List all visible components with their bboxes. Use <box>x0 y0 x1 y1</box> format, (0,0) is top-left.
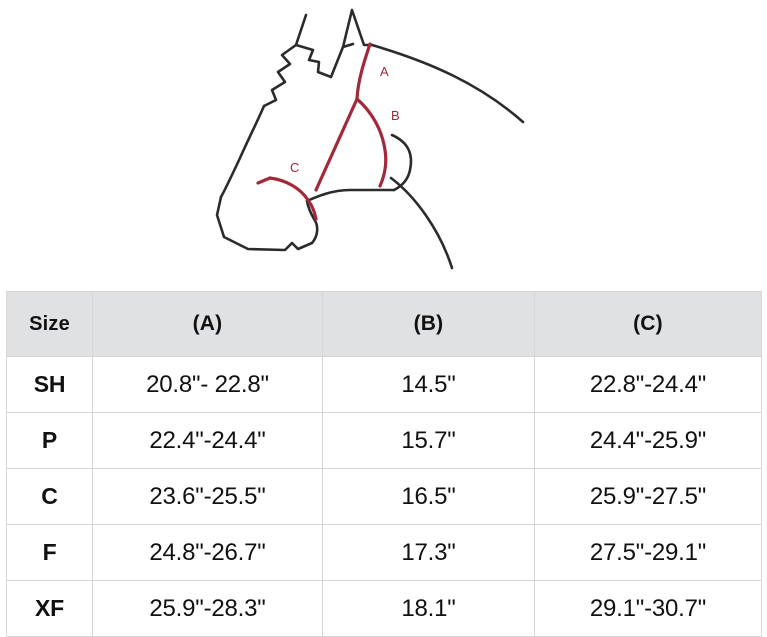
cell-b: 16.5" <box>322 468 535 525</box>
horse-left-ear-outline <box>294 13 355 79</box>
horse-jaw-line <box>305 188 396 203</box>
size-chart-table: Size (A) (B) (C) SH 20.8"- 22.8" 14.5" 2… <box>6 291 762 637</box>
horse-neck-crest-line <box>370 43 525 124</box>
cell-size: P <box>6 412 93 469</box>
column-header-b: (B) <box>322 291 535 357</box>
cell-a: 23.6"-25.5" <box>92 468 323 525</box>
measure-line-b <box>355 97 388 188</box>
cell-c: 29.1"-30.7" <box>534 580 762 637</box>
table-row: SH 20.8"- 22.8" 14.5" 22.8"-24.4" <box>6 356 762 413</box>
cell-a: 22.4"-24.4" <box>92 412 323 469</box>
column-header-a: (A) <box>92 291 323 357</box>
horse-right-ear-outline <box>341 8 374 49</box>
measure-label-a: A <box>380 64 389 79</box>
cell-c: 25.9"-27.5" <box>534 468 762 525</box>
cell-b: 14.5" <box>322 356 535 413</box>
measure-line-c <box>268 176 318 221</box>
cell-a: 20.8"- 22.8" <box>92 356 323 413</box>
cell-c: 27.5"-29.1" <box>534 524 762 581</box>
measure-line-noseband-diagonal <box>314 97 359 192</box>
horse-throat-line <box>389 176 454 270</box>
column-header-size: Size <box>6 291 93 357</box>
table-row: F 24.8"-26.7" 17.3" 27.5"-29.1" <box>6 524 762 581</box>
cell-c: 24.4"-25.9" <box>534 412 762 469</box>
table-header-row: Size (A) (B) (C) <box>6 291 762 357</box>
horse-forelock-outline <box>262 43 298 108</box>
table-row: P 22.4"-24.4" 15.7" 24.4"-25.9" <box>6 412 762 469</box>
table-row: C 23.6"-25.5" 16.5" 25.9"-27.5" <box>6 468 762 525</box>
measure-line-a <box>355 42 372 101</box>
cell-size: XF <box>6 580 93 637</box>
table-row: XF 25.9"-28.3" 18.1" 29.1"-30.7" <box>6 580 762 637</box>
cell-c: 22.8"-24.4" <box>534 356 762 413</box>
cell-a: 25.9"-28.3" <box>92 580 323 637</box>
cell-b: 18.1" <box>322 580 535 637</box>
measure-label-b: B <box>391 108 400 123</box>
cell-size: F <box>6 524 93 581</box>
cell-b: 17.3" <box>322 524 535 581</box>
horse-head-diagram: A B C <box>0 0 767 285</box>
cell-b: 15.7" <box>322 412 535 469</box>
measure-label-c: C <box>290 160 299 175</box>
horse-muzzle-outline <box>215 195 319 252</box>
horse-face-front-line <box>219 104 266 199</box>
horse-head-illustration: A B C <box>215 8 525 270</box>
cell-a: 24.8"-26.7" <box>92 524 323 581</box>
column-header-c: (C) <box>534 291 762 357</box>
measure-line-c-left-tip <box>256 176 272 185</box>
cell-size: SH <box>6 356 93 413</box>
cell-size: C <box>6 468 93 525</box>
